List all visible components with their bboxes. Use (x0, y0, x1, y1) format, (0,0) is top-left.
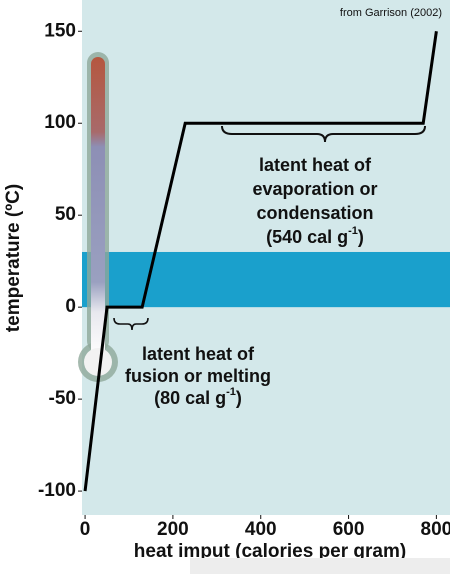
superscript: -1 (348, 225, 358, 237)
caption-box (190, 558, 450, 574)
x-axis-label: heat imput (calories per gram) (134, 541, 406, 562)
x-tick-label: 0 (80, 519, 91, 540)
thermometer (78, 52, 118, 382)
annotation-value: (80 cal g-1) (154, 386, 242, 408)
annotation-text: (80 cal g (154, 388, 226, 408)
temperature-band (82, 251, 450, 308)
y-axis-label: temperature (ºC) (3, 184, 24, 332)
annotation-text: ) (236, 388, 242, 408)
annotation-text: (540 cal g (266, 227, 348, 247)
brace (221, 125, 426, 143)
y-tick-label: -100 (38, 480, 76, 501)
x-tick-label: 800 (421, 519, 450, 540)
annotation-line: evaporation or (252, 179, 377, 199)
annotation-line: fusion or melting (125, 366, 271, 386)
x-tick-label: 200 (157, 519, 189, 540)
y-tick-label: 0 (65, 296, 76, 317)
annotation-text: ) (358, 227, 364, 247)
y-tick-label: 150 (44, 20, 76, 41)
brace (113, 317, 149, 331)
annotation-line: condensation (256, 203, 373, 223)
superscript: -1 (226, 386, 236, 398)
annotation-value: (540 cal g-1) (266, 225, 364, 247)
annotation-line: latent heat of (259, 155, 372, 175)
y-tick-label: 100 (44, 112, 76, 133)
x-tick-label: 400 (245, 519, 277, 540)
source: from Garrison (2002) (340, 7, 442, 19)
y-tick-label: 50 (55, 204, 76, 225)
x-tick-label: 600 (333, 519, 365, 540)
y-tick-label: -50 (49, 388, 76, 409)
line (83, 31, 438, 492)
annotation-line: latent heat of (142, 344, 255, 364)
